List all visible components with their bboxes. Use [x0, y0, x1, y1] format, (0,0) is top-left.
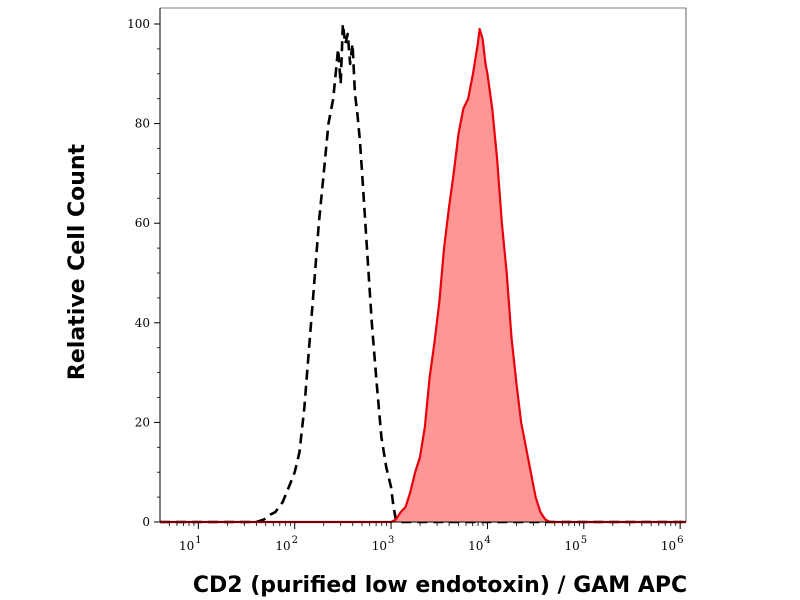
- series-line-1: [160, 27, 686, 524]
- y-axis-title: Relative Cell Count: [65, 143, 90, 380]
- y-tick-label: 0: [142, 515, 150, 529]
- x-tick-label: 106: [661, 535, 684, 553]
- axes: [159, 7, 687, 523]
- x-tick-label: 103: [372, 535, 395, 553]
- x-tick-exponent: 5: [581, 535, 587, 546]
- x-tick-exponent: 2: [292, 535, 298, 546]
- y-tick-label: 20: [135, 415, 150, 429]
- plot-area: [160, 22, 686, 524]
- x-axis-title: CD2 (purified low endotoxin) / GAM APC: [193, 573, 687, 598]
- series-line-0: [160, 22, 686, 524]
- y-tick-label: 60: [135, 216, 150, 230]
- x-tick-exponent: 4: [484, 535, 490, 546]
- series-fill-1: [160, 28, 686, 522]
- y-tick-label: 80: [135, 117, 150, 131]
- y-tick-label: 40: [135, 316, 150, 330]
- x-tick-label: 101: [179, 535, 202, 553]
- x-tick-label: 102: [275, 535, 298, 553]
- x-tick-exponent: 1: [195, 535, 201, 546]
- y-tick-label: 100: [127, 17, 150, 31]
- x-tick-label: 104: [468, 535, 491, 553]
- x-tick-exponent: 3: [388, 535, 394, 546]
- x-tick-label: 105: [564, 535, 587, 553]
- ticks: 101 102 103 104 105 106 0 20 40 60 80 100: [127, 17, 683, 553]
- x-tick-exponent: 6: [677, 535, 683, 546]
